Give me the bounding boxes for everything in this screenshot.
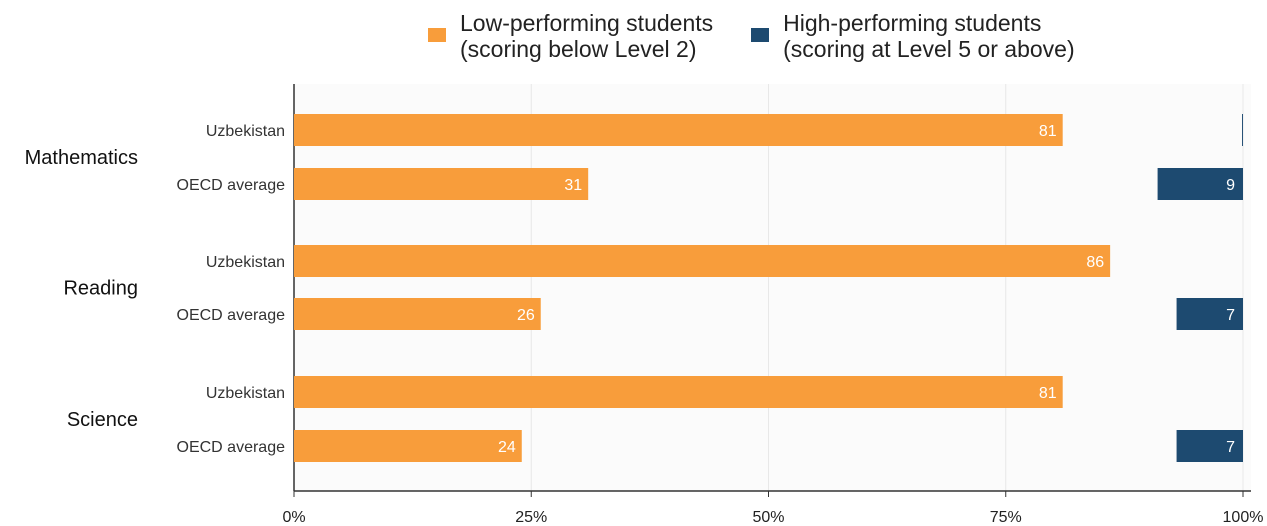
- bar-low-label: 31: [564, 177, 582, 194]
- bar-low-label: 86: [1086, 254, 1104, 271]
- x-tick-label: 75%: [990, 509, 1022, 526]
- x-tick-label: 0%: [282, 509, 305, 526]
- bar-high: [1176, 430, 1243, 462]
- bar-high-label: 7: [1226, 307, 1235, 324]
- row-label: OECD average: [177, 307, 286, 324]
- group-label: Reading: [63, 278, 138, 300]
- legend-swatch-high: [751, 28, 770, 42]
- group-label: Mathematics: [25, 147, 138, 169]
- bar-high-label: 7: [1226, 439, 1235, 456]
- plot-area: [294, 84, 1251, 491]
- bar-low-label: 24: [498, 439, 516, 456]
- legend: Low-performing students (scoring below L…: [428, 10, 1075, 62]
- bar-low: [294, 298, 541, 330]
- legend-item-high: High-performing students (scoring at Lev…: [751, 10, 1075, 62]
- bar-low: [294, 245, 1111, 277]
- legend-item-low: Low-performing students (scoring below L…: [428, 10, 713, 62]
- bar-high: [1176, 298, 1243, 330]
- bar-low: [294, 168, 589, 200]
- bar-low-label: 81: [1039, 385, 1057, 402]
- bar-high: [1242, 114, 1243, 146]
- bar-low: [294, 430, 522, 462]
- x-tick-label: 100%: [1223, 509, 1264, 526]
- row-label: OECD average: [177, 439, 286, 456]
- legend-label-high: High-performing students (scoring at Lev…: [783, 10, 1075, 62]
- x-tick-label: 50%: [752, 509, 784, 526]
- row-label: Uzbekistan: [206, 123, 285, 140]
- bar-low: [294, 114, 1063, 146]
- bar-high-label: 9: [1226, 177, 1235, 194]
- bar-high: [1157, 168, 1243, 200]
- group-label: Science: [67, 409, 138, 431]
- legend-swatch-low: [428, 28, 446, 42]
- legend-label-low: Low-performing students (scoring below L…: [460, 10, 714, 62]
- x-tick-label: 25%: [515, 509, 547, 526]
- row-label: Uzbekistan: [206, 254, 285, 271]
- row-label: Uzbekistan: [206, 385, 285, 402]
- bar-low-label: 81: [1039, 123, 1057, 140]
- bar-low: [294, 376, 1063, 408]
- bar-low-label: 26: [517, 307, 535, 324]
- row-label: OECD average: [177, 177, 286, 194]
